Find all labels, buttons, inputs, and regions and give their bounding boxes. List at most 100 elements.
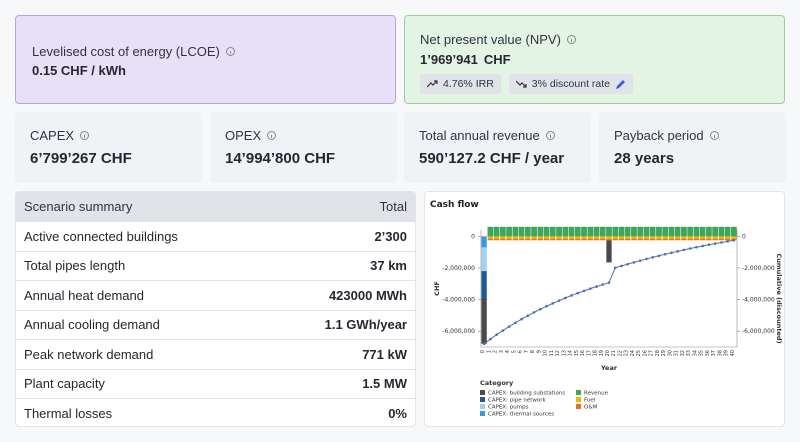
- cumulative-point: [507, 325, 511, 328]
- cumulative-point: [539, 307, 542, 311]
- y-tick-label: -2,000,000: [442, 265, 475, 272]
- x-tick-label: 23: [624, 350, 630, 356]
- bar-revenue: [624, 226, 631, 237]
- bar-revenue: [487, 226, 494, 237]
- bar-om: [600, 238, 606, 241]
- bar-fuel: [587, 236, 593, 239]
- cumulative-point: [501, 329, 505, 332]
- scenario-summary-table: Scenario summary Total Active connected …: [15, 191, 416, 427]
- x-tick-label: 30: [667, 350, 673, 356]
- bar-om: [525, 238, 531, 241]
- bar-om: [631, 238, 637, 241]
- bar-fuel: [531, 236, 537, 239]
- legend-swatch: [576, 390, 581, 395]
- bar-om: [556, 238, 562, 241]
- discount-chip[interactable]: 3% discount rate: [508, 74, 633, 94]
- cumulative-point: [495, 333, 498, 336]
- x-tick-label: 2: [493, 350, 499, 353]
- bar-revenue: [581, 226, 587, 237]
- kpi-revenue-card: Total annual revenue 590’127.2 CHF / yea…: [404, 112, 591, 183]
- x-tick-label: 4: [505, 350, 511, 353]
- bar-revenue: [662, 226, 668, 237]
- lcoe-label: Levelised cost of energy (LCOE): [32, 44, 220, 59]
- bar-fuel: [700, 236, 706, 239]
- info-icon[interactable]: [80, 131, 90, 140]
- x-tick-label: 6: [518, 350, 524, 353]
- info-icon[interactable]: [566, 35, 576, 44]
- y2-axis-title: Cumulative (discounted): [775, 253, 783, 343]
- cumulative-point: [607, 281, 611, 284]
- bar-om: [550, 238, 556, 241]
- bar-revenue: [531, 226, 537, 237]
- info-icon[interactable]: [545, 131, 555, 140]
- x-tick-label: 34: [692, 350, 698, 356]
- edit-pencil-icon[interactable]: [615, 79, 626, 90]
- bar-capex-year0: [481, 236, 487, 248]
- row-label: Annual heat demand: [16, 280, 269, 311]
- bar-om: [668, 238, 675, 241]
- bar-revenue: [543, 226, 550, 237]
- bar-revenue: [706, 226, 712, 237]
- y2-tick-label: -6,000,000: [742, 328, 775, 335]
- cumulative-point: [620, 264, 623, 268]
- lcoe-value: 0.15 CHF / kWh: [32, 63, 126, 78]
- bar-fuel: [668, 236, 675, 239]
- bar-fuel: [568, 236, 575, 239]
- legend-label: CAPEX: thermal sources: [488, 412, 554, 418]
- legend-swatch: [576, 404, 581, 409]
- row-label: Annual cooling demand: [16, 310, 269, 340]
- cumulative-point: [695, 245, 698, 249]
- bar-capex-year0: [481, 247, 487, 272]
- cumulative-point: [582, 289, 586, 293]
- bar-revenue: [687, 226, 693, 237]
- cumulative-point: [663, 252, 667, 256]
- cash-flow-chart[interactable]: Cash flow 0 0 -2,000,000 -2,000,000 -4,000,0…: [425, 192, 784, 426]
- x-axis-title: Year: [600, 364, 618, 372]
- cumulative-point: [576, 291, 580, 295]
- kpi-payback-value: 28 years: [614, 150, 675, 167]
- x-tick-label: 26: [642, 350, 648, 356]
- header-scenario-summary[interactable]: Scenario summary: [16, 192, 269, 222]
- bar-revenue: [693, 226, 700, 237]
- bar-om: [581, 238, 587, 241]
- row-value: 0%: [388, 406, 407, 421]
- irr-chip: 4.76% IRR: [420, 74, 501, 94]
- info-icon[interactable]: [225, 47, 235, 56]
- x-tick-label: 14: [568, 350, 574, 356]
- header-total[interactable]: Total: [268, 192, 415, 222]
- bar-revenue: [681, 226, 687, 237]
- kpi-payback-card: Payback period 28 years: [599, 112, 786, 183]
- row-label: Peak network demand: [16, 339, 269, 370]
- x-tick-label: 1: [486, 350, 492, 353]
- bar-fuel: [675, 236, 681, 239]
- info-icon[interactable]: [709, 131, 719, 140]
- kpi-opex-card: OPEX 14’994’800 CHF: [210, 112, 397, 183]
- lcoe-label-row: Levelised cost of energy (LCOE): [32, 44, 235, 59]
- y2-tick-label: -4,000,000: [742, 297, 775, 304]
- bar-fuel: [581, 236, 587, 239]
- x-tick-label: 0: [480, 350, 486, 353]
- bar-revenue: [718, 226, 725, 237]
- bar-fuel: [493, 236, 500, 239]
- table-row: Annual heat demand 423000 MWh: [16, 280, 415, 311]
- row-label: Active connected buildings: [16, 221, 269, 252]
- bar-revenue: [731, 226, 737, 237]
- bar-fuel: [525, 236, 531, 239]
- cumulative-point: [657, 254, 661, 258]
- bar-om: [712, 238, 718, 241]
- row-label: Total pipes length: [16, 251, 269, 281]
- legend-swatch: [480, 390, 485, 395]
- info-icon[interactable]: [267, 131, 277, 140]
- row-label: Thermal losses: [24, 406, 113, 421]
- bar-fuel: [724, 236, 731, 239]
- table-row: Peak network demand 771 kW: [16, 339, 415, 370]
- bar-revenue: [643, 226, 650, 237]
- kpi-label-row: CAPEX: [30, 128, 90, 143]
- legend-label: O&M: [584, 405, 598, 411]
- x-tick-label: 38: [717, 350, 723, 356]
- x-tick-label: 37: [711, 350, 717, 356]
- bar-revenue: [593, 226, 600, 237]
- legend-swatch: [480, 404, 485, 409]
- cumulative-point: [532, 311, 536, 314]
- cumulative-point: [707, 243, 711, 247]
